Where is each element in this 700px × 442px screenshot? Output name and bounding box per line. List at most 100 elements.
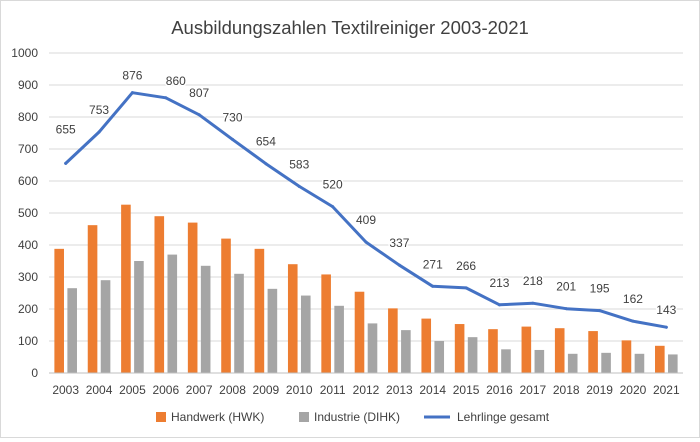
x-tick-label: 2012 (353, 383, 380, 397)
bar-industrie-dihk-2010 (300, 295, 311, 373)
bar-industrie-dihk-2014 (434, 341, 445, 373)
bar-handwerk-hwk-2005 (121, 204, 131, 373)
bar-industrie-dihk-2009 (267, 288, 278, 373)
data-label-2005: 876 (122, 69, 142, 83)
data-label-2009: 654 (256, 135, 276, 149)
y-tick-label: 200 (18, 302, 38, 316)
bar-handwerk-hwk-2016 (488, 329, 498, 373)
data-label-2008: 730 (223, 110, 243, 124)
bar-handwerk-hwk-2007 (187, 222, 198, 373)
legend-label-industrie-dihk: Industrie (DIHK) (314, 410, 400, 424)
line-point-2012 (364, 240, 368, 244)
x-tick-label: 2008 (219, 383, 246, 397)
bar-handwerk-hwk-2009 (254, 248, 265, 373)
bar-handwerk-hwk-2021 (655, 345, 665, 373)
data-label-2014: 271 (423, 257, 443, 271)
data-label-2016: 213 (489, 276, 509, 290)
line-point-2010 (297, 184, 301, 188)
bar-industrie-dihk-2012 (367, 323, 378, 373)
line-point-2016 (497, 303, 501, 307)
line-point-2019 (598, 309, 602, 313)
line-point-2009 (264, 162, 268, 166)
data-label-2020: 162 (623, 292, 643, 306)
x-tick-label: 2009 (253, 383, 280, 397)
bar-handwerk-hwk-2013 (388, 308, 398, 373)
line-point-2017 (531, 301, 535, 305)
data-label-2010: 583 (289, 157, 309, 171)
bar-series (54, 204, 678, 373)
line-series (64, 91, 668, 329)
bar-handwerk-hwk-2012 (354, 291, 365, 373)
bar-industrie-dihk-2008 (234, 273, 244, 373)
bar-handwerk-hwk-2017 (521, 326, 532, 373)
bar-industrie-dihk-2004 (100, 280, 111, 373)
bar-industrie-dihk-2018 (567, 353, 578, 373)
x-tick-label: 2013 (386, 383, 413, 397)
bar-handwerk-hwk-2003 (54, 248, 64, 373)
bar-industrie-dihk-2003 (67, 288, 77, 373)
line-point-2021 (664, 325, 668, 329)
x-tick-label: 2016 (486, 383, 513, 397)
line-point-2004 (97, 130, 101, 134)
bar-handwerk-hwk-2019 (588, 331, 598, 373)
x-tick-label: 2010 (286, 383, 313, 397)
x-tick-label: 2019 (586, 383, 613, 397)
x-tick-label: 2014 (419, 383, 446, 397)
y-tick-label: 0 (31, 366, 38, 380)
line-point-2008 (231, 137, 235, 141)
y-tick-label: 400 (18, 238, 38, 252)
bar-handwerk-hwk-2004 (87, 225, 98, 373)
y-tick-label: 700 (18, 142, 38, 156)
legend-swatch-industrie-dihk (299, 412, 309, 422)
line-point-2006 (164, 96, 168, 100)
x-tick-label: 2003 (52, 383, 79, 397)
legend-label-handwerk-hwk: Handwerk (HWK) (171, 410, 264, 424)
data-label-2013: 337 (389, 236, 409, 250)
bar-industrie-dihk-2015 (467, 337, 478, 373)
data-label-2019: 195 (590, 282, 610, 296)
line-point-2011 (331, 205, 335, 209)
bar-handwerk-hwk-2006 (154, 216, 165, 373)
legend-label-lehrlinge-gesamt: Lehrlinge gesamt (457, 410, 550, 424)
line-point-2015 (464, 286, 468, 290)
line-point-2005 (130, 91, 134, 95)
bar-industrie-dihk-2005 (134, 261, 144, 373)
bar-industrie-dihk-2013 (401, 330, 411, 373)
bar-industrie-dihk-2006 (167, 254, 178, 373)
bar-handwerk-hwk-2015 (454, 324, 465, 373)
bar-handwerk-hwk-2018 (554, 328, 565, 373)
y-tick-label: 600 (18, 174, 38, 188)
bar-industrie-dihk-2021 (668, 354, 678, 373)
line-point-2020 (631, 319, 635, 323)
data-label-2018: 201 (556, 280, 576, 294)
x-axis: 2003 2004 2005 2006 2007 2008 2009 2010 2011 2012… (49, 372, 683, 397)
bar-industrie-dihk-2017 (534, 349, 545, 373)
line-point-2014 (431, 284, 435, 288)
y-tick-label: 100 (18, 334, 38, 348)
x-tick-label: 2021 (653, 383, 680, 397)
bar-handwerk-hwk-2008 (221, 238, 231, 373)
line-point-2003 (64, 161, 68, 165)
line-point-2013 (397, 263, 401, 267)
y-tick-label: 1000 (11, 46, 38, 60)
x-tick-label: 2015 (453, 383, 480, 397)
data-label-2007: 807 (189, 86, 209, 100)
data-label-2003: 655 (56, 122, 76, 136)
x-tick-label: 2018 (553, 383, 580, 397)
bar-handwerk-hwk-2014 (421, 318, 432, 373)
bar-handwerk-hwk-2010 (287, 264, 298, 373)
x-tick-label: 2007 (186, 383, 213, 397)
chart-title: Ausbildungszahlen Textilreiniger 2003-20… (171, 17, 529, 38)
x-tick-label: 2006 (152, 383, 179, 397)
gridlines (49, 52, 683, 342)
x-tick-label: 2005 (119, 383, 146, 397)
bar-industrie-dihk-2007 (200, 265, 211, 373)
y-tick-label: 500 (18, 206, 38, 220)
x-tick-label: 2011 (320, 383, 346, 397)
bar-industrie-dihk-2020 (634, 353, 645, 373)
data-label-2017: 218 (523, 274, 543, 288)
bar-handwerk-hwk-2011 (321, 274, 331, 373)
data-label-2004: 753 (89, 103, 109, 117)
